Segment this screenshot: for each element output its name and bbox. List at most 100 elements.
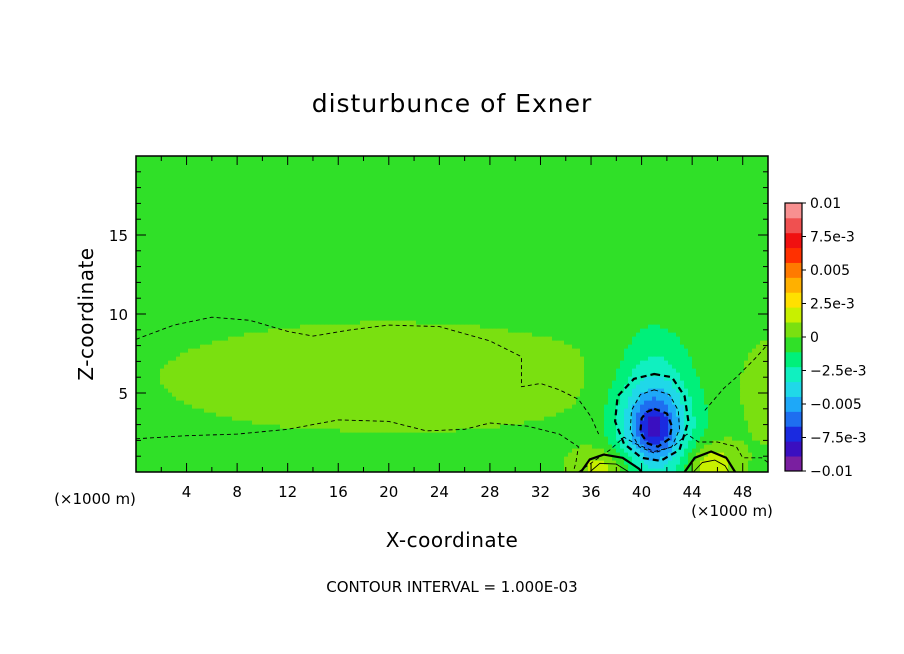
heatmap-cell bbox=[564, 364, 569, 369]
heatmap-cell bbox=[240, 420, 245, 425]
heatmap-cell bbox=[192, 464, 197, 469]
heatmap-cell bbox=[596, 460, 601, 465]
heatmap-cell bbox=[192, 388, 197, 393]
heatmap-cell bbox=[544, 396, 549, 401]
heatmap-cell bbox=[588, 356, 593, 361]
heatmap-cell bbox=[412, 380, 417, 385]
heatmap-cell bbox=[376, 360, 381, 365]
heatmap-cell bbox=[572, 464, 577, 469]
heatmap-cell bbox=[244, 368, 249, 373]
heatmap-cell bbox=[364, 412, 369, 417]
heatmap-cell bbox=[752, 376, 757, 381]
heatmap-cell bbox=[504, 456, 509, 461]
heatmap-cell bbox=[700, 400, 705, 405]
heatmap-cell bbox=[204, 404, 209, 409]
heatmap-cell bbox=[144, 376, 149, 381]
heatmap-cell bbox=[644, 404, 649, 409]
heatmap-cell bbox=[224, 432, 229, 437]
heatmap-cell bbox=[636, 412, 641, 417]
heatmap-cell bbox=[388, 412, 393, 417]
heatmap-cell bbox=[568, 392, 573, 397]
heatmap-cell bbox=[476, 400, 481, 405]
heatmap-cell bbox=[384, 460, 389, 465]
heatmap-cell bbox=[144, 420, 149, 425]
heatmap-cell bbox=[460, 368, 465, 373]
heatmap-cell bbox=[492, 348, 497, 353]
heatmap-cell bbox=[196, 392, 201, 397]
heatmap-cell bbox=[600, 396, 605, 401]
heatmap-cell bbox=[392, 468, 397, 472]
heatmap-cell bbox=[596, 424, 601, 429]
heatmap-cell bbox=[428, 452, 433, 457]
heatmap-cell bbox=[368, 444, 373, 449]
heatmap-cell bbox=[408, 348, 413, 353]
heatmap-cell bbox=[344, 448, 349, 453]
heatmap-cell bbox=[156, 352, 161, 357]
heatmap-cell bbox=[176, 380, 181, 385]
heatmap-cell bbox=[144, 432, 149, 437]
heatmap-cell bbox=[396, 364, 401, 369]
heatmap-cell bbox=[456, 416, 461, 421]
heatmap-cell bbox=[520, 348, 525, 353]
heatmap-cell bbox=[616, 400, 621, 405]
heatmap-cell bbox=[204, 416, 209, 421]
heatmap-cell bbox=[740, 436, 745, 441]
heatmap-cell bbox=[656, 348, 661, 353]
heatmap-cell bbox=[484, 436, 489, 441]
heatmap-cell bbox=[728, 360, 733, 365]
heatmap-cell bbox=[580, 460, 585, 465]
heatmap-cell bbox=[704, 380, 709, 385]
heatmap-cell bbox=[560, 448, 565, 453]
heatmap-cell bbox=[672, 416, 677, 421]
heatmap-cell bbox=[740, 432, 745, 437]
heatmap-cell bbox=[456, 440, 461, 445]
heatmap-cell bbox=[516, 364, 521, 369]
heatmap-cell bbox=[136, 368, 141, 373]
heatmap-cell bbox=[504, 452, 509, 457]
heatmap-cell bbox=[392, 452, 397, 457]
heatmap-cell bbox=[412, 420, 417, 425]
heatmap-cell bbox=[580, 452, 585, 457]
heatmap-cell bbox=[380, 364, 385, 369]
heatmap-cell bbox=[644, 352, 649, 357]
heatmap-cell bbox=[272, 348, 277, 353]
heatmap-cell bbox=[204, 440, 209, 445]
heatmap-cell bbox=[368, 412, 373, 417]
heatmap-cell bbox=[520, 364, 525, 369]
heatmap-cell bbox=[476, 468, 481, 472]
heatmap-cell bbox=[372, 464, 377, 469]
heatmap-cell bbox=[432, 348, 437, 353]
heatmap-cell bbox=[340, 412, 345, 417]
heatmap-cell bbox=[328, 452, 333, 457]
heatmap-cell bbox=[376, 364, 381, 369]
heatmap-cell bbox=[276, 384, 281, 389]
heatmap-cell bbox=[736, 436, 741, 441]
heatmap-cell bbox=[268, 400, 273, 405]
heatmap-cell bbox=[228, 352, 233, 357]
heatmap-cell bbox=[348, 464, 353, 469]
heatmap-cell bbox=[388, 344, 393, 349]
heatmap-cell bbox=[528, 412, 533, 417]
heatmap-cell bbox=[292, 380, 297, 385]
heatmap-cell bbox=[616, 368, 621, 373]
heatmap-cell bbox=[292, 368, 297, 373]
heatmap-cell bbox=[316, 432, 321, 437]
heatmap-cell bbox=[580, 348, 585, 353]
heatmap-cell bbox=[496, 452, 501, 457]
heatmap-cell bbox=[228, 376, 233, 381]
heatmap-cell bbox=[728, 388, 733, 393]
heatmap-cell bbox=[444, 384, 449, 389]
heatmap-cell bbox=[252, 420, 257, 425]
heatmap-cell bbox=[276, 412, 281, 417]
heatmap-cell bbox=[200, 388, 205, 393]
heatmap-cell bbox=[628, 356, 633, 361]
heatmap-cell bbox=[308, 348, 313, 353]
heatmap-cell bbox=[256, 376, 261, 381]
chart-title: disturbunce of Exner bbox=[312, 89, 593, 118]
heatmap-cell bbox=[540, 348, 545, 353]
heatmap-cell bbox=[248, 388, 253, 393]
heatmap-cell bbox=[180, 424, 185, 429]
heatmap-cell bbox=[468, 436, 473, 441]
heatmap-cell bbox=[148, 444, 153, 449]
heatmap-cell bbox=[696, 360, 701, 365]
